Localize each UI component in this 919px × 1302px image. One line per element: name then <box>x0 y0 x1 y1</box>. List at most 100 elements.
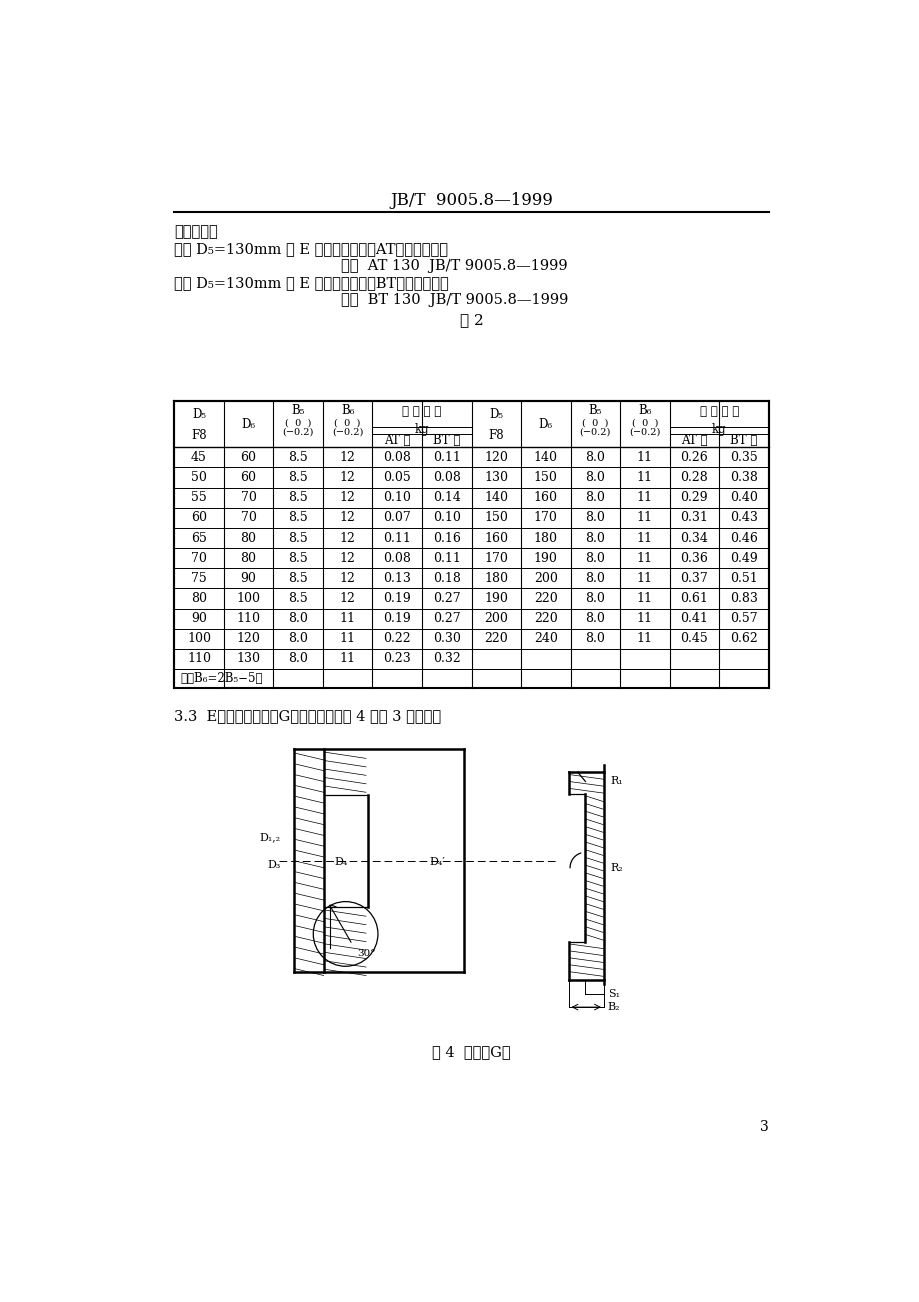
Text: 表 2: 表 2 <box>460 314 482 327</box>
Text: 8.0: 8.0 <box>584 552 605 565</box>
Text: 140: 140 <box>533 450 557 464</box>
Text: 11: 11 <box>339 652 356 665</box>
Text: 0.32: 0.32 <box>432 652 460 665</box>
Text: 130: 130 <box>483 471 507 484</box>
Text: 8.0: 8.0 <box>288 633 308 646</box>
Text: 12: 12 <box>339 592 356 605</box>
Text: 70: 70 <box>241 512 256 525</box>
Text: 0.34: 0.34 <box>680 531 708 544</box>
Text: (−0.2): (−0.2) <box>629 428 660 437</box>
Text: (  0  ): ( 0 ) <box>285 418 311 427</box>
Text: 11: 11 <box>339 633 356 646</box>
Text: 75: 75 <box>191 572 207 585</box>
Text: 8.5: 8.5 <box>288 592 308 605</box>
Text: 8.0: 8.0 <box>584 471 605 484</box>
Text: 11: 11 <box>636 512 652 525</box>
Text: 11: 11 <box>636 531 652 544</box>
Text: 60: 60 <box>241 450 256 464</box>
Text: 单 件 重 量: 单 件 重 量 <box>698 405 738 418</box>
Text: 100: 100 <box>236 592 260 605</box>
Text: kg: kg <box>711 423 726 436</box>
Text: 8.0: 8.0 <box>584 572 605 585</box>
Text: 0.11: 0.11 <box>432 552 460 565</box>
Text: 11: 11 <box>636 633 652 646</box>
Text: 直径 D₅=130mm 的 E 型滑轮用隔套（AT），标记为：: 直径 D₅=130mm 的 E 型滑轮用隔套（AT），标记为： <box>174 242 448 256</box>
Text: D₄′: D₄′ <box>428 857 444 867</box>
Text: 0.10: 0.10 <box>383 491 411 504</box>
Text: BT 型: BT 型 <box>730 435 757 448</box>
Text: 0.23: 0.23 <box>383 652 411 665</box>
Text: BT 型: BT 型 <box>433 435 460 448</box>
Text: 240: 240 <box>533 633 557 646</box>
Text: AT 型: AT 型 <box>680 435 707 448</box>
Text: 8.0: 8.0 <box>584 512 605 525</box>
Text: 标记示例：: 标记示例： <box>174 225 218 240</box>
Text: B₅: B₅ <box>291 404 304 417</box>
Text: 12: 12 <box>339 512 356 525</box>
Text: 120: 120 <box>236 633 260 646</box>
Text: 8.5: 8.5 <box>288 531 308 544</box>
Text: 8.5: 8.5 <box>288 512 308 525</box>
Text: 80: 80 <box>241 552 256 565</box>
Text: 170: 170 <box>533 512 557 525</box>
Text: 60: 60 <box>191 512 207 525</box>
Text: 100: 100 <box>187 633 210 646</box>
Text: 12: 12 <box>339 572 356 585</box>
Text: B₅: B₅ <box>588 404 601 417</box>
Text: 0.29: 0.29 <box>680 491 708 504</box>
Text: 8.0: 8.0 <box>288 612 308 625</box>
Text: 12: 12 <box>339 531 356 544</box>
Text: 0.18: 0.18 <box>432 572 460 585</box>
Text: 0.08: 0.08 <box>383 552 411 565</box>
Text: 8.0: 8.0 <box>584 491 605 504</box>
Text: 8.5: 8.5 <box>288 491 308 504</box>
Text: 160: 160 <box>533 491 557 504</box>
Bar <box>174 401 768 687</box>
Text: 8.0: 8.0 <box>584 633 605 646</box>
Text: 12: 12 <box>339 552 356 565</box>
Text: 170: 170 <box>483 552 507 565</box>
Text: 160: 160 <box>483 531 507 544</box>
Text: (  0  ): ( 0 ) <box>335 418 360 427</box>
Text: B₆: B₆ <box>638 404 651 417</box>
Text: 0.31: 0.31 <box>680 512 708 525</box>
Text: 220: 220 <box>533 592 557 605</box>
Text: 11: 11 <box>636 612 652 625</box>
Text: 200: 200 <box>483 612 507 625</box>
Text: 70: 70 <box>191 552 207 565</box>
Text: 0.41: 0.41 <box>680 612 708 625</box>
Text: 11: 11 <box>636 491 652 504</box>
Text: 150: 150 <box>533 471 557 484</box>
Text: 50: 50 <box>191 471 207 484</box>
Text: 180: 180 <box>483 572 507 585</box>
Text: 8.0: 8.0 <box>584 592 605 605</box>
Text: 55: 55 <box>191 491 207 504</box>
Text: 190: 190 <box>533 552 557 565</box>
Text: 65: 65 <box>191 531 207 544</box>
Text: 80: 80 <box>191 592 207 605</box>
Text: 0.83: 0.83 <box>729 592 757 605</box>
Text: 0.19: 0.19 <box>383 592 411 605</box>
Text: 0.14: 0.14 <box>432 491 460 504</box>
Text: 11: 11 <box>339 612 356 625</box>
Text: 3.3  E型滑轮用挡盖（G）的尺寸详见图 4 和表 3 的规定。: 3.3 E型滑轮用挡盖（G）的尺寸详见图 4 和表 3 的规定。 <box>174 710 441 723</box>
Text: 150: 150 <box>483 512 507 525</box>
Text: D₆: D₆ <box>242 418 255 431</box>
Text: 0.38: 0.38 <box>729 471 757 484</box>
Text: 70: 70 <box>241 491 256 504</box>
Text: 0.27: 0.27 <box>433 592 460 605</box>
Text: 8.5: 8.5 <box>288 552 308 565</box>
Text: 90: 90 <box>191 612 207 625</box>
Text: F8: F8 <box>488 430 504 443</box>
Text: 0.37: 0.37 <box>680 572 708 585</box>
Text: 隔套  AT 130  JB/T 9005.8—1999: 隔套 AT 130 JB/T 9005.8—1999 <box>340 259 567 273</box>
Text: D₅: D₅ <box>489 409 503 422</box>
Text: 60: 60 <box>241 471 256 484</box>
Text: 0.22: 0.22 <box>383 633 411 646</box>
Text: 8.5: 8.5 <box>288 471 308 484</box>
Text: D₆: D₆ <box>539 418 552 431</box>
Text: D₃: D₃ <box>267 859 280 870</box>
Text: 120: 120 <box>483 450 507 464</box>
Text: 0.46: 0.46 <box>729 531 757 544</box>
Text: 11: 11 <box>636 592 652 605</box>
